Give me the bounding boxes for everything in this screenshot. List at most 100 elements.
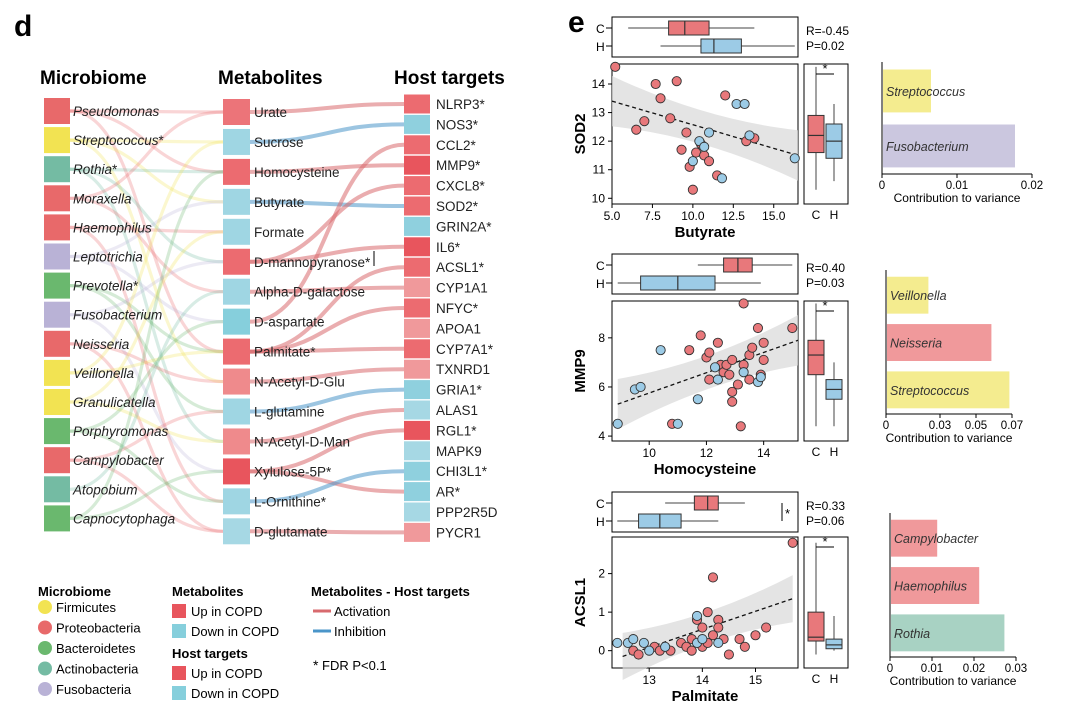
point-h xyxy=(709,362,721,373)
microbe-node xyxy=(44,156,70,183)
y-axis-label: ACSL1 xyxy=(572,578,589,627)
host-node xyxy=(404,400,430,420)
activation-link xyxy=(249,469,405,494)
host-label: IL6* xyxy=(436,240,461,255)
point-c xyxy=(732,379,743,390)
point-c xyxy=(723,649,734,660)
point-h xyxy=(628,634,639,645)
legend-phylum-label: Fusobacteria xyxy=(56,682,132,697)
activation-link xyxy=(249,244,405,264)
microbe-node xyxy=(44,389,70,415)
point-c xyxy=(727,396,738,407)
host-label: CXCL8* xyxy=(436,179,486,194)
host-node xyxy=(404,237,430,257)
host-label: CCL2* xyxy=(436,138,477,153)
point-c xyxy=(747,342,758,353)
point-h xyxy=(692,394,703,405)
x-tick-label: 15 xyxy=(749,673,763,687)
microbe-label: Haemophilus xyxy=(73,220,152,235)
microbe-metabolite-link xyxy=(69,313,224,473)
legend-phylum-dot xyxy=(38,661,52,676)
microbe-node xyxy=(44,476,70,503)
microbe-node xyxy=(44,98,70,124)
microbe-metabolite-link xyxy=(69,109,224,114)
variance-bar xyxy=(891,519,938,557)
microbe-label: Rothia* xyxy=(73,162,118,177)
microbe-node xyxy=(44,330,70,357)
y-tick-label: 6 xyxy=(598,380,605,394)
legend-phyla: Firmicutes Proteobacteria Bacteroidetes Act… xyxy=(38,600,141,697)
microbe-label: Moraxella xyxy=(73,191,132,206)
point-c xyxy=(665,113,676,124)
variance-tick-label: 0.05 xyxy=(965,420,987,432)
activation-link xyxy=(249,428,405,474)
legend-phylum-label: Proteobacteria xyxy=(56,621,141,636)
point-c xyxy=(695,330,706,341)
variance-bar-label: Rothia xyxy=(894,627,930,641)
microbe-label: Leptotrichia xyxy=(73,250,143,265)
legend-phylum-dot xyxy=(38,682,52,696)
legend-met-down-swatch xyxy=(172,624,186,638)
x-tick-label: 12.5 xyxy=(722,209,746,223)
metabolite-label: N-Acetyl-D-Glu xyxy=(254,375,345,390)
microbe-metabolite-link xyxy=(69,167,224,444)
point-h xyxy=(660,641,671,652)
metabolite-label: L-glutamine xyxy=(254,405,325,420)
host-node xyxy=(404,298,430,318)
host-node xyxy=(404,278,430,298)
legend-phylum-label: Bacteroidetes xyxy=(56,641,136,656)
col-title-microbiome: Microbiome xyxy=(40,68,147,89)
point-c xyxy=(707,630,719,641)
microbe-metabolite-link xyxy=(69,110,224,200)
point-h xyxy=(638,637,649,649)
regression-line xyxy=(611,100,799,157)
host-label: CYP7A1* xyxy=(436,342,494,357)
microbe-label: Prevotella* xyxy=(73,279,139,294)
legend-activation-label: Activation xyxy=(334,604,390,619)
legend-phylum-dot xyxy=(38,620,52,635)
y-tick-label: 4 xyxy=(598,429,605,443)
host-node xyxy=(404,420,430,440)
point-c xyxy=(671,76,682,87)
variance-bar-label: Haemophilus xyxy=(894,580,967,594)
point-c xyxy=(676,144,687,155)
point-h xyxy=(672,418,683,429)
variance-tick-label: 0.01 xyxy=(946,180,968,192)
host-label: ACSL1* xyxy=(436,260,485,275)
metabolite-label: Homocysteine xyxy=(254,165,340,180)
host-label: GRIN2A* xyxy=(436,219,492,234)
host-label: NLRP3* xyxy=(436,97,486,112)
point-c xyxy=(750,630,761,641)
point-c xyxy=(639,116,650,127)
microbe-label: Fusobacterium xyxy=(73,308,162,323)
side-h-label: H xyxy=(830,672,839,686)
host-label: NOS3* xyxy=(436,117,479,132)
microbe-metabolite-link xyxy=(69,409,224,462)
metabolite-node xyxy=(223,398,250,425)
y-tick-label: 1 xyxy=(598,605,605,619)
point-c xyxy=(707,572,719,583)
host-node xyxy=(404,441,430,461)
activation-link xyxy=(249,367,405,384)
variance-tick-label: 0.01 xyxy=(921,663,943,675)
microbe-label: Capnocytophaga xyxy=(73,511,176,526)
top-c-label: C xyxy=(596,259,605,273)
variance-bar-label: Neisseria xyxy=(890,337,942,351)
metabolite-node xyxy=(223,428,250,455)
point-c xyxy=(761,622,772,633)
point-c xyxy=(702,607,713,618)
point-c xyxy=(752,322,763,334)
microbe-metabolite-link xyxy=(69,458,224,533)
variance-bar xyxy=(887,371,1010,409)
side-c-box xyxy=(807,114,825,154)
host-label: TXNRD1 xyxy=(436,362,490,377)
microbe-node xyxy=(44,447,70,474)
y-tick-label: 10 xyxy=(592,191,606,205)
microbe-metabolite-link xyxy=(69,167,224,264)
host-label: NFYC* xyxy=(436,301,479,316)
y-tick-label: 13 xyxy=(592,106,606,120)
legend-fdr-star: * xyxy=(313,657,319,673)
host-node xyxy=(404,196,430,216)
host-node xyxy=(404,359,430,379)
microbe-node xyxy=(44,185,70,212)
